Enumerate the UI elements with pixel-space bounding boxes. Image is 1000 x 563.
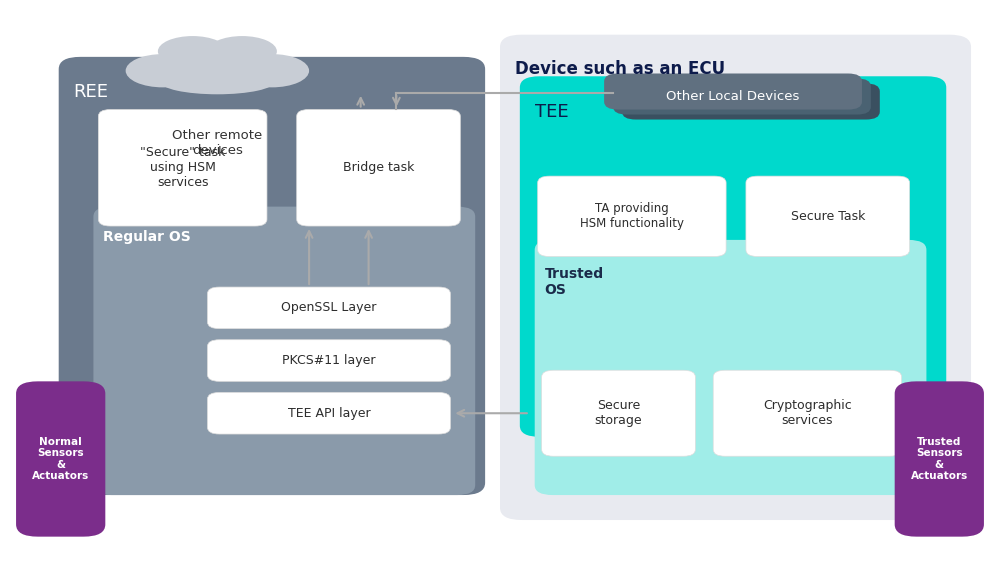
Text: TEE: TEE (535, 103, 568, 121)
FancyBboxPatch shape (500, 35, 971, 520)
Text: REE: REE (74, 83, 109, 101)
Text: Other remote
devices: Other remote devices (172, 129, 262, 157)
FancyBboxPatch shape (207, 392, 450, 434)
Ellipse shape (170, 43, 264, 82)
Text: OpenSSL Layer: OpenSSL Layer (281, 301, 377, 314)
FancyBboxPatch shape (535, 240, 926, 495)
Ellipse shape (126, 54, 200, 87)
FancyBboxPatch shape (713, 370, 902, 456)
FancyBboxPatch shape (622, 83, 880, 119)
FancyBboxPatch shape (520, 76, 946, 437)
FancyBboxPatch shape (59, 57, 485, 495)
Ellipse shape (235, 54, 309, 87)
FancyBboxPatch shape (538, 176, 726, 257)
FancyBboxPatch shape (93, 207, 475, 495)
FancyBboxPatch shape (613, 78, 871, 114)
Text: TA providing
HSM functionality: TA providing HSM functionality (580, 202, 684, 230)
Text: Secure
storage: Secure storage (595, 399, 642, 427)
Text: "Secure" task
using HSM
services: "Secure" task using HSM services (140, 146, 225, 189)
FancyBboxPatch shape (895, 381, 984, 537)
Ellipse shape (207, 36, 277, 66)
Text: Trusted
Sensors
&
Actuators: Trusted Sensors & Actuators (911, 436, 968, 481)
FancyBboxPatch shape (542, 370, 695, 456)
Text: Secure Task: Secure Task (791, 210, 865, 223)
FancyBboxPatch shape (297, 110, 460, 226)
FancyBboxPatch shape (16, 381, 105, 537)
Text: Device such as an ECU: Device such as an ECU (515, 60, 725, 78)
Text: TEE API layer: TEE API layer (288, 406, 370, 420)
Ellipse shape (158, 36, 227, 66)
FancyBboxPatch shape (98, 110, 267, 226)
Text: Cryptographic
services: Cryptographic services (763, 399, 852, 427)
Text: Regular OS: Regular OS (103, 230, 191, 244)
FancyBboxPatch shape (604, 74, 862, 110)
Ellipse shape (160, 69, 274, 94)
Text: PKCS#11 layer: PKCS#11 layer (282, 354, 376, 367)
FancyBboxPatch shape (207, 339, 450, 381)
Text: Bridge task: Bridge task (343, 161, 414, 175)
FancyBboxPatch shape (207, 287, 450, 329)
Text: Other Local Devices: Other Local Devices (666, 90, 800, 103)
Text: Normal
Sensors
&
Actuators: Normal Sensors & Actuators (32, 436, 89, 481)
Text: Trusted
OS: Trusted OS (545, 266, 604, 297)
FancyBboxPatch shape (746, 176, 910, 257)
